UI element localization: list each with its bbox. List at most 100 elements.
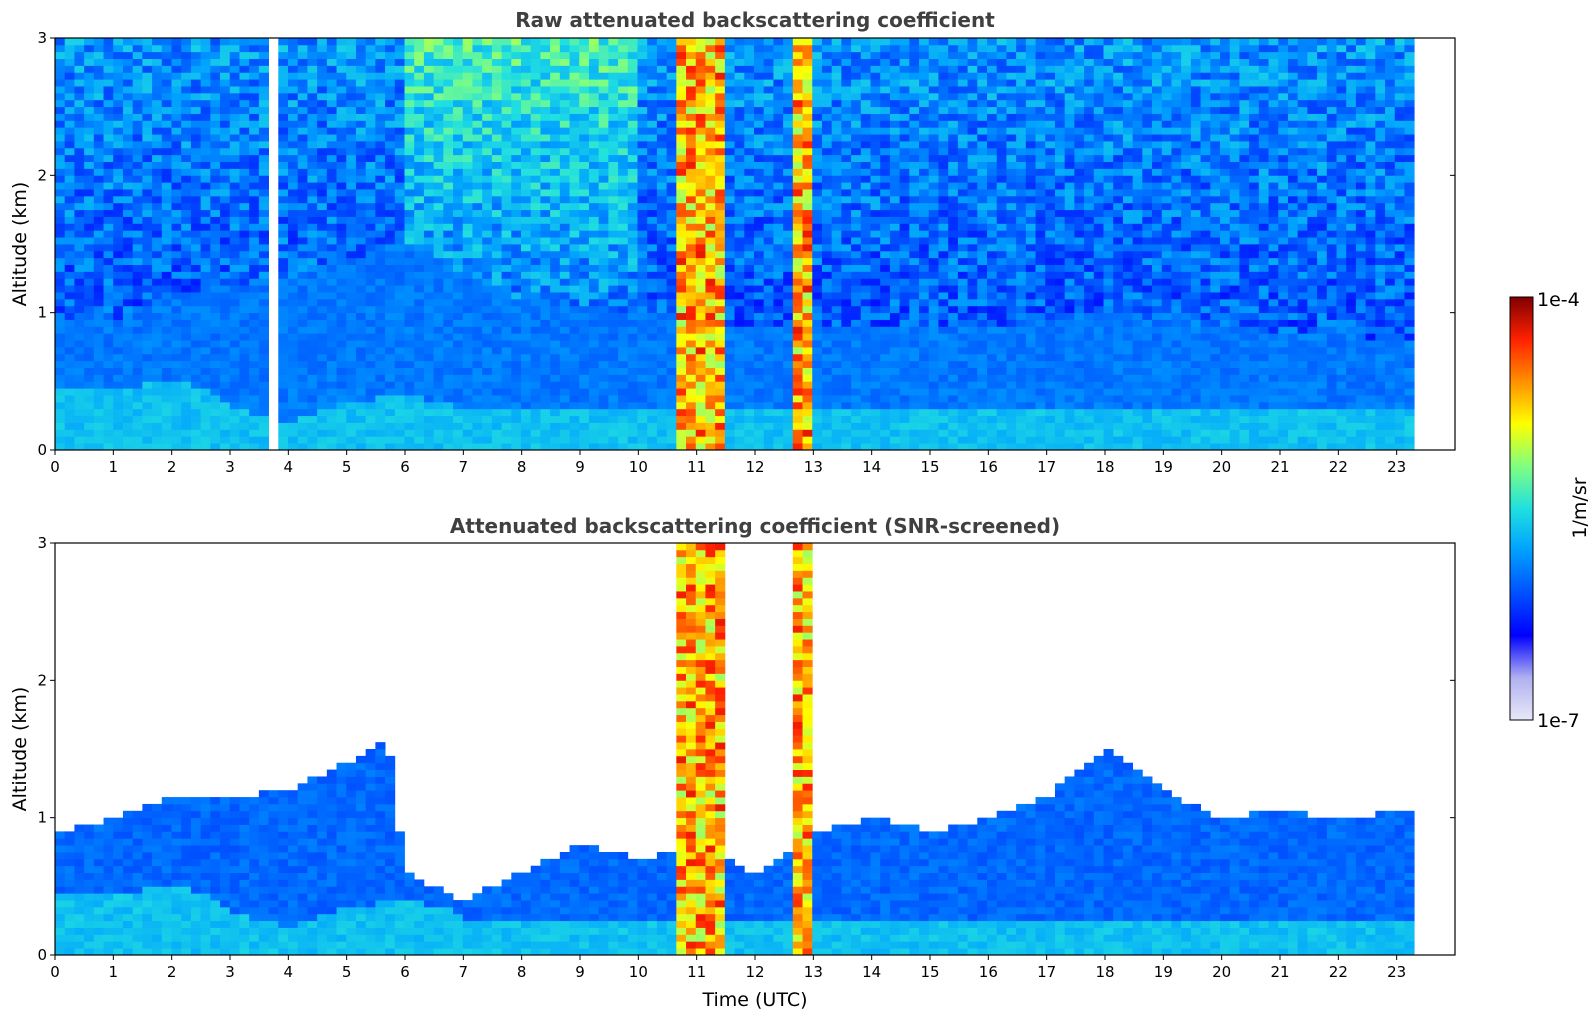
heatmap-cell [307,408,318,417]
heatmap-cell [258,216,269,224]
heatmap-cell [297,230,308,238]
heatmap-cell [627,195,638,204]
heatmap-cell [229,195,240,204]
heatmap-cell [773,72,784,80]
heatmap-cell [181,388,192,396]
heatmap-cell [851,44,862,53]
heatmap-cell [239,106,250,114]
heatmap-cell [200,422,211,430]
heatmap-cell [278,285,289,293]
heatmap-cell [763,244,774,252]
heatmap-cell [278,92,289,101]
heatmap-cell [200,408,211,417]
heatmap-cell [239,147,250,156]
heatmap-cell [336,216,347,224]
heatmap-cell [579,86,590,94]
heatmap-cell [550,381,561,389]
heatmap-cell [851,223,862,231]
heatmap-cell [365,237,376,245]
heatmap-cell [103,127,114,135]
heatmap-cell [540,340,551,348]
heatmap-cell [724,401,735,410]
heatmap-cell [559,326,570,334]
heatmap-cell [724,381,735,389]
heatmap-cell [656,209,668,217]
heatmap-cell [132,326,143,334]
heatmap-cell [860,292,871,300]
heatmap-cell [618,374,629,382]
heatmap-cell [666,175,677,183]
heatmap-cell [598,292,609,300]
heatmap-cell [841,360,852,368]
heatmap-cell [618,127,629,135]
heatmap-cell [491,285,502,293]
heatmap-cell [559,436,570,444]
heatmap-cell [414,134,425,142]
heatmap-cell [530,209,541,217]
heatmap-cell [705,347,716,355]
heatmap-cell [676,292,687,300]
heatmap-cell [598,360,609,368]
heatmap-cell [501,298,512,307]
heatmap-cell [64,223,75,231]
heatmap-cell [297,250,308,259]
heatmap-cell [744,79,755,87]
heatmap-cell [763,175,774,183]
heatmap-cell [220,154,231,162]
heatmap-cell [64,395,75,403]
heatmap-cell [608,58,619,66]
heatmap-cell [744,381,755,389]
heatmap-cell [754,312,765,320]
heatmap-cell [64,319,75,327]
heatmap-cell [550,86,561,94]
heatmap-cell [74,264,85,272]
heatmap-cell [608,285,619,293]
heatmap-cell [851,230,862,238]
heatmap-cell [220,250,231,259]
heatmap-cell [666,120,677,128]
heatmap-cell [122,367,134,375]
heatmap-cell [433,388,444,396]
heatmap-cell [453,44,464,53]
heatmap-cell [394,86,405,94]
heatmap-cell [588,340,600,348]
heatmap-cell [482,209,493,217]
heatmap-cell [860,347,871,355]
heatmap-cell [239,216,250,224]
heatmap-cell [288,127,299,135]
heatmap-cell [482,230,493,238]
heatmap-cell [715,154,726,162]
heatmap-cell [627,319,638,327]
heatmap-cell [355,429,367,437]
heatmap-cell [831,443,842,450]
heatmap-cell [346,223,357,231]
heatmap-cell [501,422,512,430]
heatmap-cell [453,443,464,450]
heatmap-cell [161,44,172,53]
heatmap-cell [686,168,697,176]
heatmap-cell [637,189,648,197]
heatmap-cell [754,347,765,355]
heatmap-cell [307,271,318,279]
heatmap-cell [317,374,328,382]
heatmap-cell [763,161,774,169]
heatmap-cell [647,429,658,437]
heatmap-cell [705,319,716,327]
heatmap-cell [258,395,269,403]
heatmap-cell [860,106,871,114]
heatmap-cell [783,326,794,334]
heatmap-cell [181,168,192,176]
heatmap-cell [686,340,697,348]
heatmap-cell [618,436,629,444]
heatmap-cell [239,141,250,149]
heatmap-cell [821,422,833,430]
heatmap-cell [336,408,347,417]
heatmap-cell [783,223,794,231]
heatmap-cell [249,353,260,362]
heatmap-cell [423,65,435,73]
heatmap-cell [763,182,774,190]
heatmap-cell [860,257,871,265]
heatmap-cell [656,230,668,238]
heatmap-cell [462,182,473,190]
heatmap-cell [93,388,104,396]
